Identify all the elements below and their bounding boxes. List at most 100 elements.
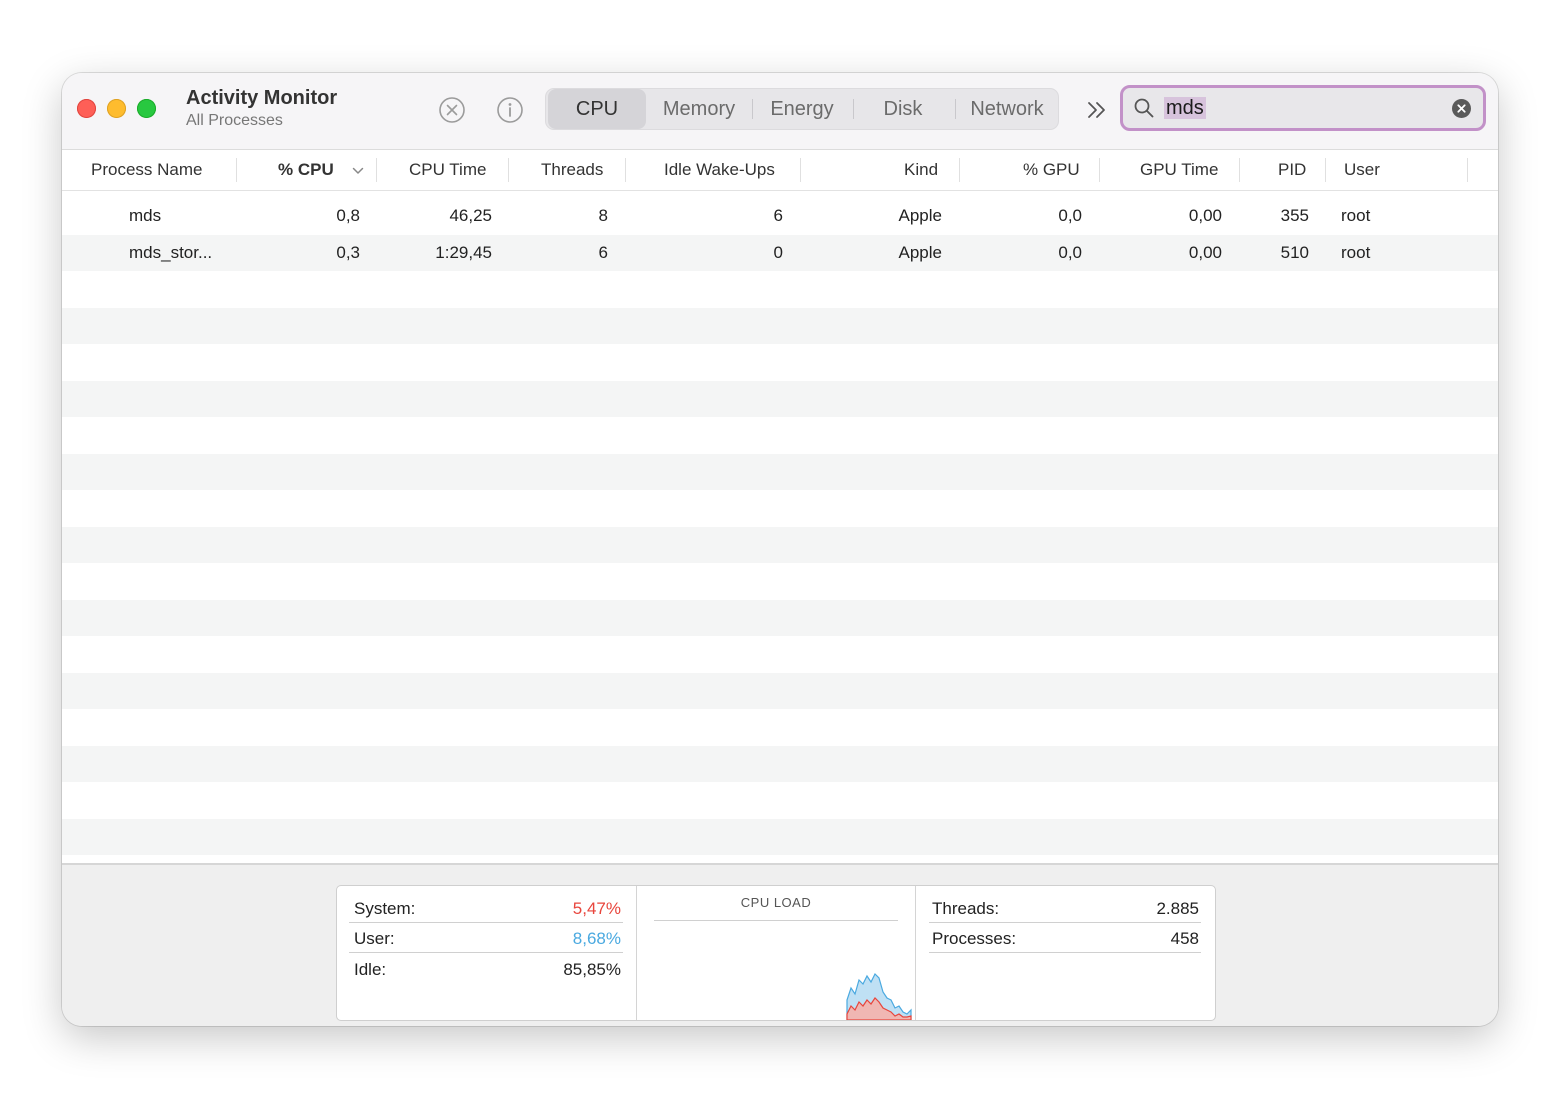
empty-row xyxy=(62,490,1498,527)
cpu-time: 46,25 xyxy=(449,206,492,225)
system-label: System: xyxy=(354,899,416,918)
empty-row xyxy=(62,709,1498,746)
column-divider xyxy=(1467,158,1468,182)
cpu-load-graph xyxy=(846,972,912,1020)
threads-value: 2.885 xyxy=(1156,899,1199,918)
column-divider xyxy=(236,158,237,182)
user-value: 8,68% xyxy=(572,929,621,948)
process-name: mds_stor... xyxy=(129,242,213,262)
sort-descending-icon[interactable] xyxy=(352,166,364,176)
stop-process-icon[interactable] xyxy=(438,96,466,124)
empty-row xyxy=(62,526,1498,563)
cpu-summary-footer: System: 5,47% User: 8,68% Idle: 85,85% C… xyxy=(62,863,1498,1026)
threads: 8 xyxy=(598,206,608,225)
empty-row xyxy=(62,307,1498,344)
cpu-load-title: CPU LOAD xyxy=(740,895,812,910)
tab-divider xyxy=(853,99,854,119)
processes-label: Processes: xyxy=(932,929,1017,948)
zoom-window-button[interactable] xyxy=(137,99,156,118)
column-divider xyxy=(1239,158,1240,182)
toolbar: Activity Monitor All Processes CPU Memor… xyxy=(62,73,1498,150)
close-window-button[interactable] xyxy=(77,99,96,118)
search-icon xyxy=(1134,98,1154,118)
idle-wake-ups: 0 xyxy=(773,242,783,262)
column-idle-wake-ups[interactable]: Idle Wake-Ups xyxy=(664,160,775,179)
tab-network[interactable]: Network xyxy=(970,98,1044,120)
app-title: Activity Monitor xyxy=(186,87,338,109)
column-gpu-percent[interactable]: % GPU xyxy=(1023,160,1080,179)
empty-row xyxy=(62,672,1498,709)
panel-divider xyxy=(636,886,637,1020)
empty-row xyxy=(62,818,1498,855)
gpu-percent: 0,0 xyxy=(1058,242,1082,262)
table-row[interactable]: mds 0,8 46,25 8 6 Apple 0,0 0,00 355 roo… xyxy=(62,198,1498,235)
empty-row xyxy=(62,417,1498,454)
app-subtitle[interactable]: All Processes xyxy=(186,112,283,129)
cpu-summary-panel: System: 5,47% User: 8,68% Idle: 85,85% C… xyxy=(336,885,1216,1021)
system-load-area xyxy=(846,997,912,1020)
threads-label: Threads: xyxy=(932,899,1000,918)
empty-row xyxy=(62,563,1498,600)
column-process-name[interactable]: Process Name xyxy=(91,160,203,179)
processes-value: 458 xyxy=(1170,929,1199,948)
divider xyxy=(929,952,1201,953)
idle-label: Idle: xyxy=(354,960,387,979)
column-user[interactable]: User xyxy=(1344,160,1380,179)
column-divider xyxy=(1099,158,1100,182)
tab-memory[interactable]: Memory xyxy=(662,98,736,120)
gpu-percent: 0,0 xyxy=(1058,206,1082,225)
divider xyxy=(349,922,623,923)
column-divider xyxy=(376,158,377,182)
info-icon[interactable] xyxy=(496,96,524,124)
clear-search-icon[interactable] xyxy=(1452,99,1471,118)
minimize-window-button[interactable] xyxy=(107,99,126,118)
panel-divider xyxy=(915,886,916,1020)
toolbar-overflow-icon[interactable] xyxy=(1084,97,1110,123)
column-divider xyxy=(508,158,509,182)
tab-energy[interactable]: Energy xyxy=(770,98,834,120)
process-table: mds 0,8 46,25 8 6 Apple 0,0 0,00 355 roo… xyxy=(62,198,1498,892)
process-name: mds xyxy=(129,206,162,225)
column-divider xyxy=(625,158,626,182)
column-cpu-time[interactable]: CPU Time xyxy=(409,160,487,179)
tab-divider xyxy=(752,99,753,119)
table-row[interactable]: mds_stor... 0,3 1:29,45 6 0 Apple 0,0 0,… xyxy=(62,234,1498,271)
empty-row xyxy=(62,453,1498,490)
column-pid[interactable]: PID xyxy=(1278,160,1307,179)
column-divider xyxy=(959,158,960,182)
kind: Apple xyxy=(898,242,942,262)
column-divider xyxy=(800,158,801,182)
column-cpu-percent[interactable]: % CPU xyxy=(278,160,334,179)
column-kind[interactable]: Kind xyxy=(904,160,939,179)
pid: 355 xyxy=(1280,206,1309,225)
table-header: Process Name % CPU CPU Time Threads Idle… xyxy=(62,150,1498,191)
divider xyxy=(349,952,623,953)
user-label: User: xyxy=(354,929,395,948)
empty-row xyxy=(62,636,1498,673)
system-value: 5,47% xyxy=(572,899,621,918)
kind: Apple xyxy=(898,206,942,225)
search-field[interactable]: mds xyxy=(1120,85,1486,131)
empty-row xyxy=(62,782,1498,819)
idle-wake-ups: 6 xyxy=(773,206,783,225)
empty-row xyxy=(62,344,1498,381)
tab-divider xyxy=(955,99,956,119)
idle-value: 85,85% xyxy=(563,960,621,979)
user: root xyxy=(1341,242,1371,262)
column-divider xyxy=(1325,158,1326,182)
cpu-percent: 0,3 xyxy=(336,242,360,262)
gpu-time: 0,00 xyxy=(1188,242,1222,262)
cpu-percent: 0,8 xyxy=(336,206,360,225)
tab-bar: CPU Memory Energy Disk Network xyxy=(545,88,1059,130)
column-gpu-time[interactable]: GPU Time xyxy=(1140,160,1219,179)
search-input[interactable]: mds xyxy=(1164,97,1206,119)
column-threads[interactable]: Threads xyxy=(541,160,604,179)
empty-row xyxy=(62,271,1498,308)
pid: 510 xyxy=(1280,242,1309,262)
user: root xyxy=(1341,206,1371,225)
gpu-time: 0,00 xyxy=(1188,206,1222,225)
divider xyxy=(929,922,1201,923)
tab-cpu[interactable]: CPU xyxy=(548,89,646,129)
tab-disk[interactable]: Disk xyxy=(883,98,923,120)
cpu-time: 1:29,45 xyxy=(435,242,492,262)
